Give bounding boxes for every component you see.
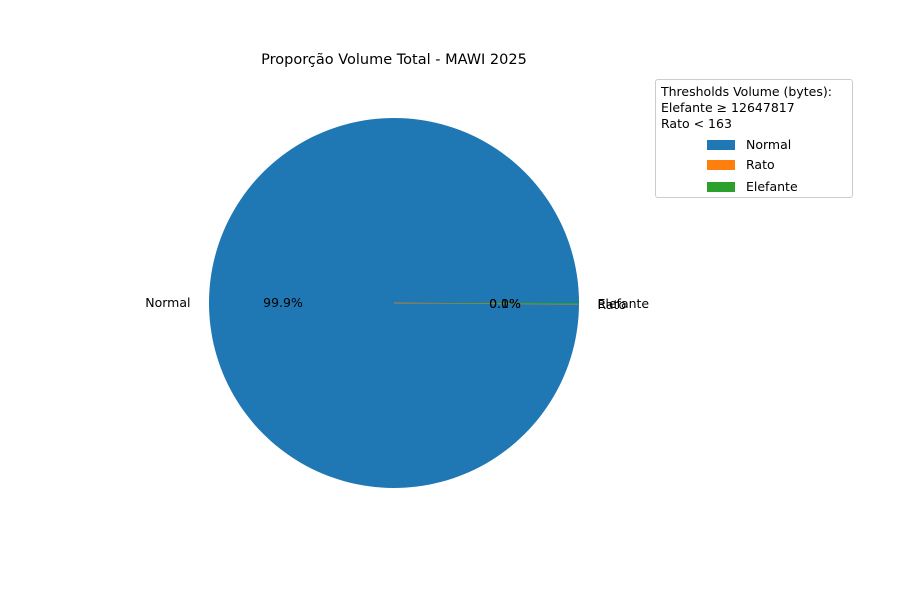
- legend-swatch-normal: [707, 139, 735, 150]
- pie-slices: [208, 117, 579, 488]
- pie-slice-elefante: [394, 303, 579, 305]
- pie-category-label-elefante: Elefante: [597, 296, 649, 311]
- pie-category-label-rato: Rato: [597, 297, 626, 312]
- legend-entry-elefante: Elefante: [707, 180, 798, 194]
- legend-label-rato: Rato: [746, 157, 775, 172]
- legend-title: Thresholds Volume (bytes): Elefante ≥ 12…: [661, 84, 832, 132]
- legend-swatch-rato: [707, 159, 735, 170]
- legend-title-line: Rato < 163: [661, 116, 732, 131]
- pie-pct-label-normal: 99.9%: [263, 295, 303, 310]
- legend-entry-rato: Rato: [707, 158, 775, 172]
- chart-title: Proporção Volume Total - MAWI 2025: [261, 52, 527, 68]
- legend: Thresholds Volume (bytes): Elefante ≥ 12…: [655, 79, 853, 198]
- pie-slice-normal: [208, 117, 579, 488]
- legend-title-line: Elefante ≥ 12647817: [661, 100, 795, 115]
- legend-label-elefante: Elefante: [746, 179, 798, 194]
- pie-pct-label-elefante: 0.1%: [489, 296, 521, 311]
- legend-swatch-elefante: [707, 181, 735, 192]
- legend-label-normal: Normal: [746, 137, 792, 152]
- pie-category-label-normal: Normal: [145, 295, 190, 310]
- pie-pct-label-rato: 0.0%: [489, 296, 521, 311]
- pie-labels: 99.9% Normal 0.0% Rato 0.1% Elefante: [145, 295, 649, 312]
- legend-entry-normal: Normal: [707, 138, 791, 152]
- legend-title-line: Thresholds Volume (bytes):: [661, 84, 832, 99]
